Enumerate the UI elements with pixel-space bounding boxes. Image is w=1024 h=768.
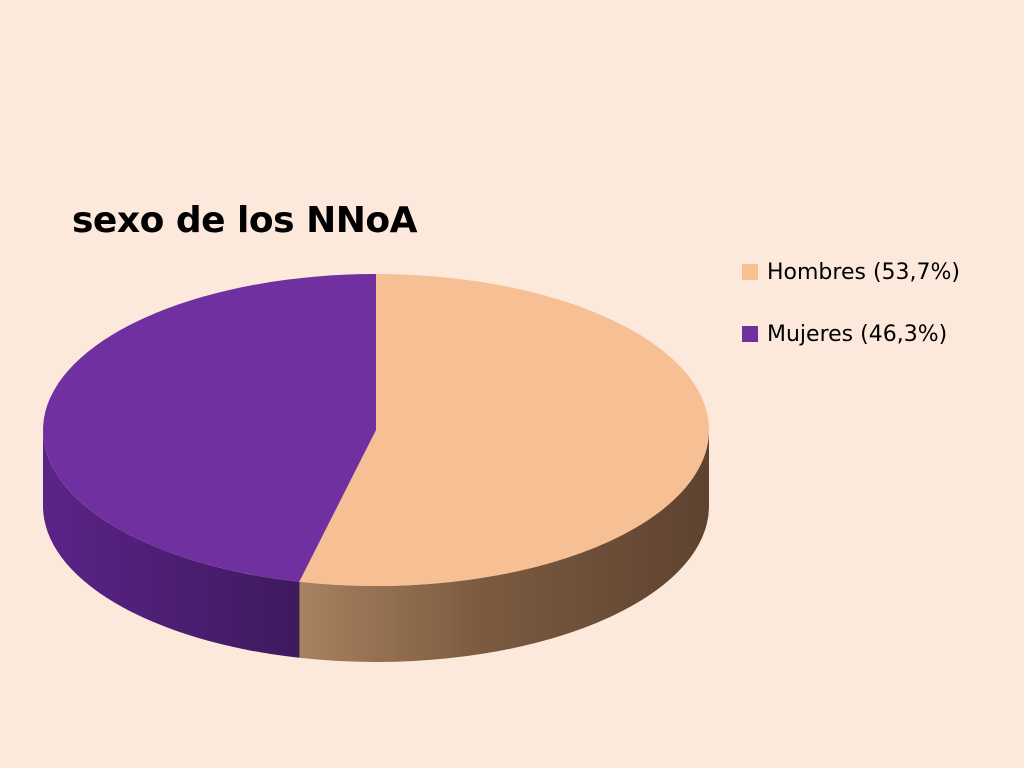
legend-label-hombres: Hombres (53,7%) xyxy=(767,259,961,285)
legend-label-mujeres: Mujeres (46,3%) xyxy=(767,321,948,347)
legend: Hombres (53,7%) Mujeres (46,3%) xyxy=(742,256,960,380)
legend-swatch-mujeres xyxy=(742,326,758,342)
pie-side-mujeres xyxy=(43,430,300,658)
legend-item-mujeres: Mujeres (46,3%) xyxy=(742,318,960,350)
pie-slice-mujeres xyxy=(43,274,377,582)
legend-swatch-hombres xyxy=(742,264,758,280)
legend-item-hombres: Hombres (53,7%) xyxy=(742,256,960,288)
pie-slice-hombres xyxy=(299,274,710,587)
pie-side-hombres xyxy=(299,430,709,662)
chart-title: sexo de los NNoA xyxy=(72,200,417,241)
pie-sides xyxy=(43,430,709,662)
pie-tops xyxy=(43,274,710,587)
